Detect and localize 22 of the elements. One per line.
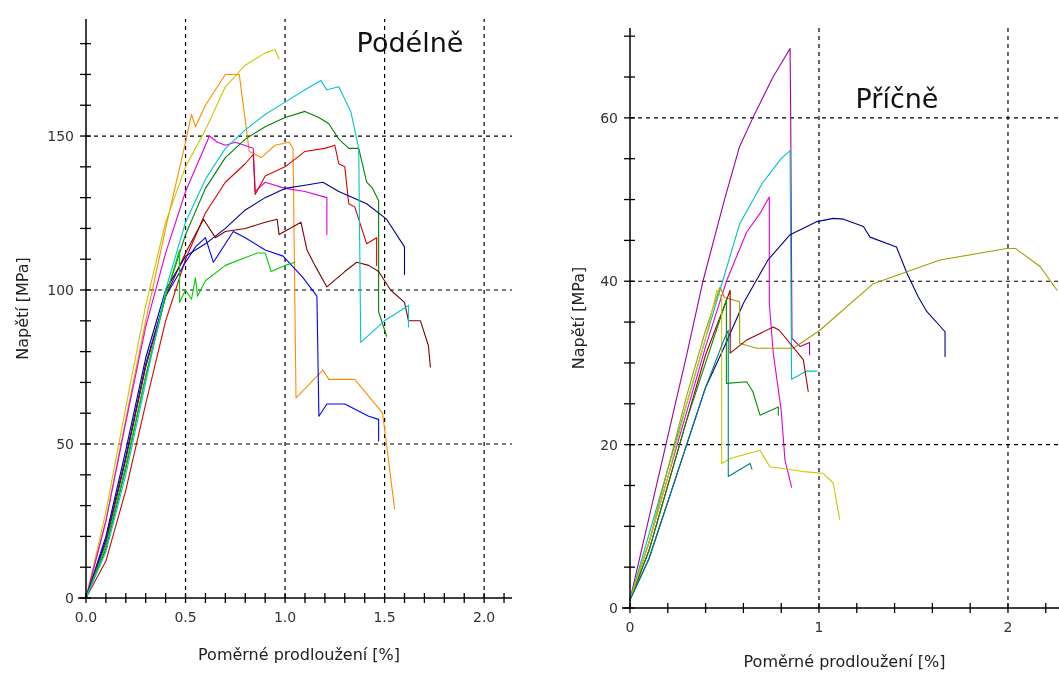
text: Příčně [855, 83, 939, 114]
chart-title: Podélně [356, 27, 464, 58]
x-tick-label: 1.5 [373, 609, 396, 625]
x-tick-label: 1 [814, 619, 824, 635]
x-tick-label: 0 [625, 619, 635, 635]
y-axis-title: Napětí [MPa] [569, 266, 588, 370]
x-tick-label: 2 [1003, 619, 1013, 635]
y-tick-label: 40 [600, 273, 618, 290]
x-tick-label: 0.0 [74, 609, 98, 625]
y-tick-label: 60 [600, 109, 618, 126]
line-series [629, 329, 753, 601]
y-tick-label: 150 [47, 128, 74, 145]
x-tick-label: 1.0 [273, 609, 297, 625]
x-tick-label: 0.5 [174, 609, 197, 625]
x-axis-title: Poměrné prodloužení [%] [198, 645, 400, 664]
y-tick-label: 50 [56, 436, 74, 453]
y-axis-title: Napětí [MPa] [13, 257, 32, 360]
y-tick-label: 20 [600, 436, 618, 453]
y-tick-label: 100 [47, 282, 74, 299]
x-tick-label: 2.0 [473, 609, 496, 625]
y-tick-label: 0 [65, 590, 74, 606]
x-axis-title: Poměrné prodloužení [%] [743, 652, 946, 671]
